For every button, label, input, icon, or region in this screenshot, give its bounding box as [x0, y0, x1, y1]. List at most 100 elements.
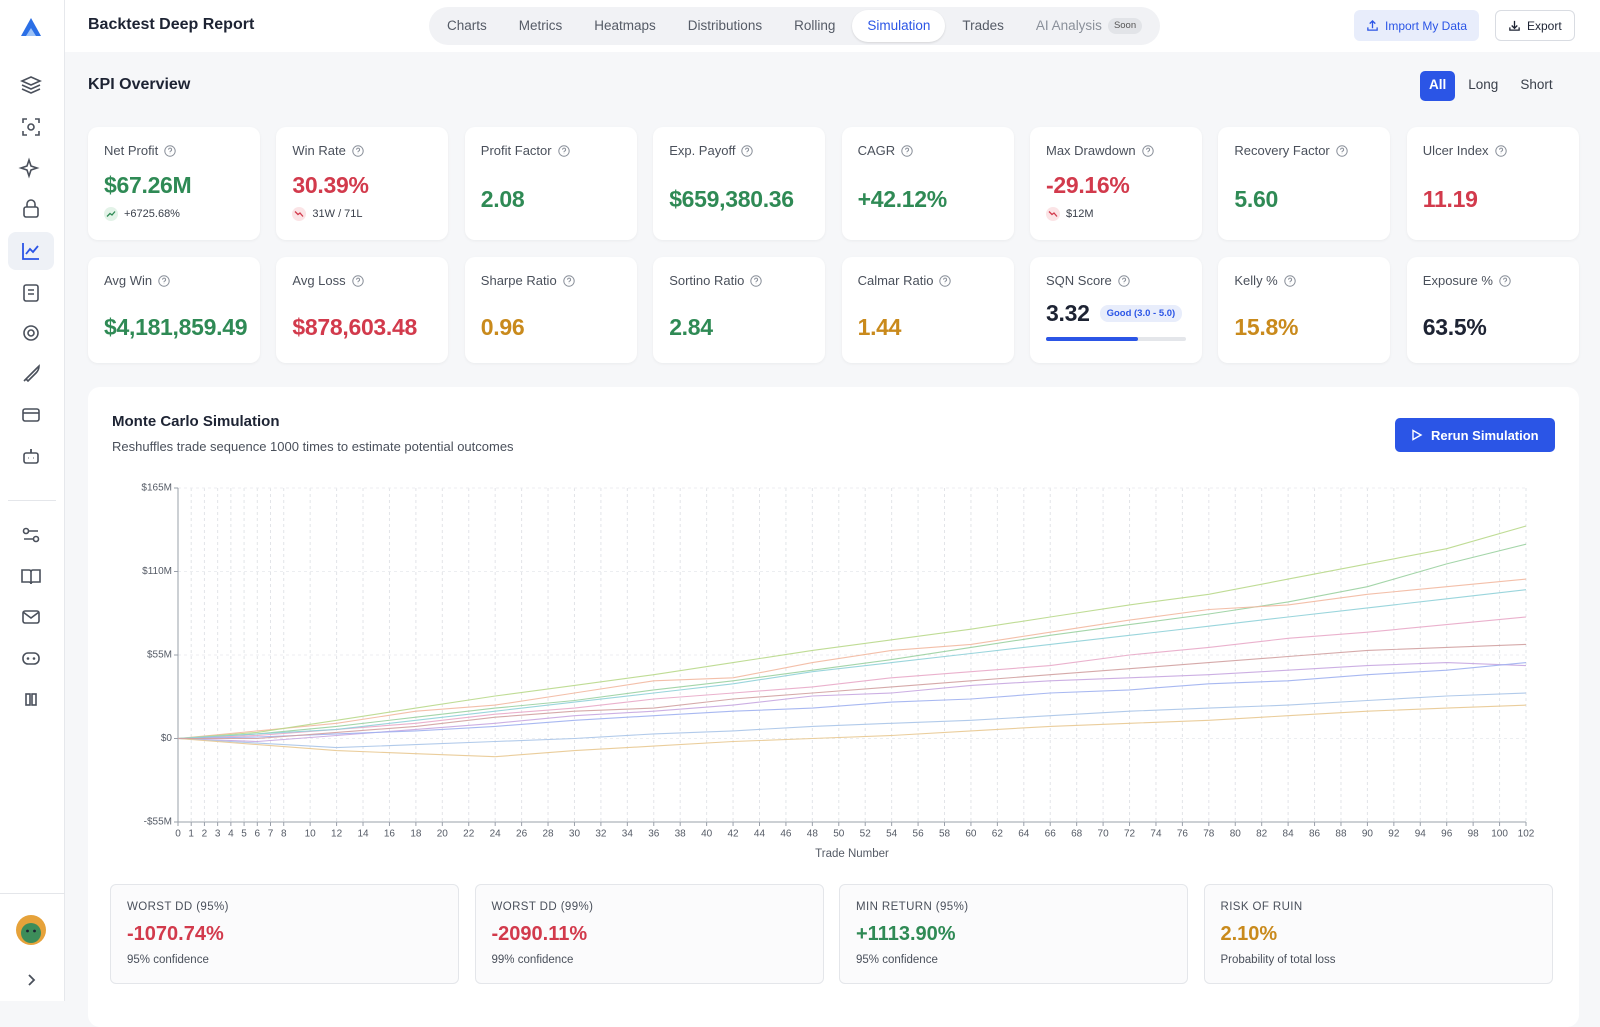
kpi-label: Profit Factor	[481, 143, 621, 158]
help-icon	[939, 274, 952, 287]
kpi-value-row: 15.8%	[1234, 314, 1374, 341]
help-icon	[158, 274, 170, 287]
simulation-path	[177, 616, 1527, 740]
x-tick-label: 72	[1124, 829, 1136, 840]
filter-option[interactable]: All	[1420, 71, 1456, 101]
kpi-value-row: 11.19	[1423, 186, 1563, 213]
nav-chart[interactable]	[18, 238, 44, 264]
stat-value: -1070.74%	[127, 923, 224, 945]
x-tick-label: 34	[622, 829, 634, 840]
import-button[interactable]: Import My Data	[1354, 10, 1480, 41]
nav-lock[interactable]	[18, 196, 44, 222]
nav-book[interactable]	[18, 563, 44, 589]
kpi-value-row: $659,380.36	[669, 186, 809, 213]
kpi-card: Calmar Ratio 1.44	[841, 257, 1014, 363]
tab[interactable]: Charts	[432, 10, 502, 42]
kpi-value-row: $67.26M	[104, 172, 244, 199]
trend-icon	[104, 207, 118, 221]
y-tick-label: $165M	[141, 483, 172, 494]
nav-scan[interactable]	[18, 114, 44, 140]
kpi-card: Max Drawdown -29.16% $12M	[1030, 127, 1202, 240]
progress-track	[1046, 337, 1186, 341]
kpi-value: 15.8%	[1234, 314, 1299, 340]
tab[interactable]: Distributions	[673, 10, 777, 42]
help-mark	[745, 147, 750, 154]
kpi-sub-text: 31W / 71L	[312, 208, 363, 220]
nav-rocket[interactable]	[18, 361, 44, 387]
kpi-label-text: Profit Factor	[480, 143, 552, 158]
help-circle	[1499, 274, 1511, 287]
import-label: Import My Data	[1385, 18, 1468, 33]
tab[interactable]: Heatmaps	[579, 10, 671, 42]
kpi-card: Avg Loss $878,603.48	[276, 257, 449, 363]
x-tick-label: 8	[281, 829, 287, 840]
nav-mail[interactable]	[18, 604, 44, 630]
kpi-card: Exp. Payoff $659,380.36	[653, 127, 826, 240]
x-tick-label: 44	[754, 829, 766, 840]
x-tick-label: 42	[727, 829, 739, 840]
rerun-label: Rerun Simulation	[1431, 427, 1539, 443]
tab[interactable]: Rolling	[779, 10, 850, 42]
help-icon	[741, 144, 754, 157]
kpi-label-text: Sortino Ratio	[669, 273, 745, 288]
help-icon	[1118, 274, 1130, 287]
help-icon	[1141, 144, 1154, 157]
avatar[interactable]	[15, 914, 47, 946]
kpi-label: Net Profit	[104, 143, 244, 158]
nav-card[interactable]	[18, 402, 44, 428]
help-icon	[557, 144, 570, 157]
x-tick-label: 94	[1415, 829, 1427, 840]
nav-bot[interactable]	[18, 443, 44, 469]
kpi-label: Sortino Ratio	[669, 273, 809, 288]
nav-sparkle[interactable]	[18, 155, 44, 181]
kpi-label-text: Ulcer Index	[1422, 143, 1489, 158]
kpi-label-text: Avg Win	[104, 273, 153, 288]
kpi-value-row: 0.96	[481, 314, 621, 341]
tab[interactable]: AI Analysis Soon	[1021, 10, 1157, 42]
nav-clipboard[interactable]	[18, 279, 44, 305]
kpi-sub: 31W / 71L	[292, 207, 432, 221]
nav-docs[interactable]	[18, 686, 44, 712]
nav-layers[interactable]	[18, 72, 44, 98]
play-icon	[1412, 429, 1423, 441]
kpi-label: Kelly %	[1234, 273, 1374, 288]
help-circle	[351, 274, 364, 287]
kpi-value-row: $878,603.48	[292, 314, 432, 341]
kpi-label-text: Calmar Ratio	[857, 273, 934, 288]
trend-line	[1048, 211, 1058, 217]
export-button[interactable]: Export	[1495, 10, 1575, 41]
help-icon	[1284, 274, 1296, 287]
nav-ai[interactable]	[18, 320, 44, 346]
expand-sidebar[interactable]	[18, 967, 44, 993]
kpi-card: Sharpe Ratio 0.96	[464, 257, 637, 363]
logo	[21, 18, 41, 36]
kpi-sub-text: +6725.68%	[124, 208, 180, 220]
filter-option[interactable]: Short	[1520, 77, 1553, 92]
nav-flow[interactable]	[18, 522, 44, 548]
simulation-path	[177, 543, 1527, 740]
kpi-value: 30.39%	[292, 172, 369, 198]
kpi-card: Sortino Ratio 2.84	[653, 257, 826, 363]
kpi-value: -29.16%	[1046, 172, 1130, 198]
x-tick-label: 90	[1362, 829, 1374, 840]
kpi-label: Avg Win	[104, 273, 244, 288]
x-tick-label: 92	[1388, 829, 1400, 840]
nav-discord[interactable]	[18, 645, 44, 671]
x-tick-label: 28	[542, 829, 554, 840]
panel-title: Monte Carlo Simulation	[112, 413, 280, 430]
tab[interactable]: Metrics	[504, 10, 578, 42]
tab[interactable]: Simulation	[852, 10, 946, 42]
kpi-value-row: 1.44	[858, 314, 998, 341]
filter-option[interactable]: Long	[1468, 77, 1499, 92]
x-tick-label: 5	[241, 829, 247, 840]
help-mark	[1339, 147, 1344, 154]
rerun-button[interactable]: Rerun Simulation	[1395, 418, 1555, 452]
export-label: Export	[1527, 18, 1562, 33]
simulation-path	[177, 578, 1527, 740]
kpi-card: CAGR +42.12%	[841, 127, 1014, 240]
x-tick-label: 68	[1071, 829, 1083, 840]
section-title: KPI Overview	[88, 76, 191, 93]
tab[interactable]: Trades	[947, 10, 1019, 42]
x-tick-label: 20	[437, 829, 449, 840]
x-tick-label: 24	[490, 829, 502, 840]
